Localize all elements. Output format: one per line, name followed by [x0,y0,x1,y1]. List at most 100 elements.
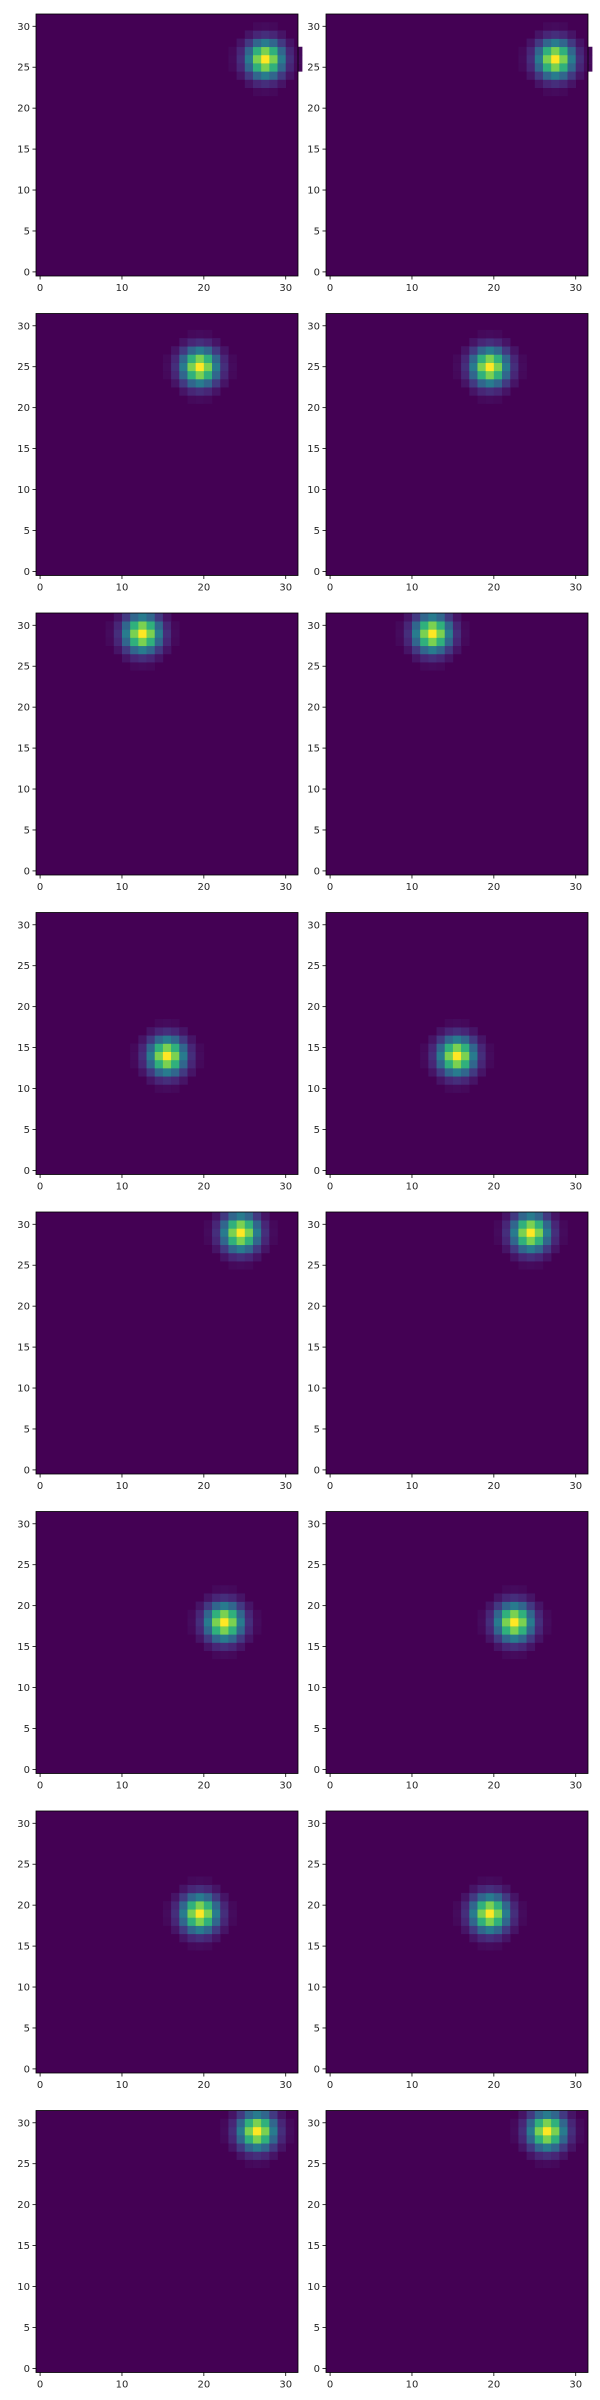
heatmap-cell [195,379,205,388]
heatmap-cell [461,346,470,355]
heatmap-cell [485,1043,495,1052]
heatmap-cell [461,1917,470,1926]
heatmap-cell [212,1220,221,1229]
heatmap-cell [477,346,486,355]
heatmap-cell [236,63,246,72]
heatmap-cell [534,1261,544,1270]
heatmap-cell [138,1035,147,1044]
heatmap-cell [277,30,287,39]
heatmap-cell [469,379,478,388]
heatmap-cell [236,1634,246,1643]
y-tick-label: 15 [307,444,320,455]
heatmap-cell [105,637,115,647]
axes-frame [35,612,299,876]
heatmap-cell [477,1892,486,1902]
heatmap-cell [485,1933,495,1943]
heatmap-cell [195,1909,205,1918]
heatmap-cell [261,2110,270,2119]
heatmap-cell [493,1933,503,1943]
heatmap-cell [261,38,270,48]
heatmap-cell [171,1051,180,1061]
heatmap-cell [428,1051,437,1061]
heatmap-cell [518,362,527,372]
heatmap-cell [244,54,254,64]
heatmap-cell [493,1634,503,1643]
heatmap-cell [261,54,270,64]
heatmap-cell [502,346,511,355]
heatmap-cell [420,637,429,647]
x-tick-label: 30 [569,1182,582,1193]
heatmap-cell [469,370,478,380]
heatmap-cell [493,1909,503,1918]
heatmap-cell [195,1617,205,1627]
y-tick-label: 15 [307,1642,320,1653]
y-tick-label: 20 [17,703,30,714]
y-tick-label: 25 [17,1560,30,1571]
heatmap-cell [534,2159,544,2169]
heatmap-cell [518,1228,527,1237]
heatmap-cell [171,1917,180,1926]
heatmap-cell [542,1609,552,1619]
heatmap-cell [252,1252,262,1262]
heatmap-cell [526,1228,536,1237]
heatmap-cell [203,1642,213,1651]
x-tick-label: 10 [116,1781,129,1792]
heatmap-cell [575,2118,585,2128]
y-tick-label: 30 [17,920,30,931]
heatmap-cell [252,1617,262,1627]
heatmap-cell [203,379,213,388]
heatmap-cell [261,22,270,31]
heatmap-cell [485,329,495,339]
heatmap-cell [187,329,196,339]
axes-frame [325,1810,589,2074]
x-tick-label: 0 [37,1182,43,1193]
heatmap-cell [220,379,229,388]
heatmap-cell [269,71,278,80]
heatmap-cell [510,1609,519,1619]
heatmap-cell [436,1059,446,1069]
heatmap-cell [252,1236,262,1246]
heatmap-cell [502,1650,511,1660]
heatmap-cell [510,1642,519,1651]
y-tick-label: 30 [17,1819,30,1830]
heatmap-cell [551,1220,560,1229]
heatmap-cell [252,22,262,31]
heatmap-cell [195,1884,205,1894]
heatmap-cell [187,1892,196,1902]
heatmap-cell [277,46,287,56]
heatmap-cell [510,2118,519,2128]
axes-frame [325,912,589,1175]
heatmap-cell [195,370,205,380]
heatmap-cell [146,1027,156,1036]
heatmap-cell [542,1236,552,1246]
heatmap-cell [195,338,205,347]
heatmap-cell [203,1884,213,1894]
heatmap-cell [526,1244,536,1254]
heatmap-cell [477,1901,486,1910]
heatmap-cell [195,329,205,339]
heatmap-cell [510,1212,519,1221]
heatmap-cell [228,1244,237,1254]
y-tick-label: 30 [17,2118,30,2129]
heatmap-cell [518,1252,527,1262]
heatmap-cell [420,653,429,663]
heatmap-cell [138,1059,147,1069]
heatmap-cell [138,621,147,630]
heatmap-cell [477,387,486,396]
y-tick-label: 0 [24,1465,30,1476]
heatmap-cell [179,1884,188,1894]
axes-frame [35,13,299,277]
y-tick-label: 5 [314,825,320,836]
heatmap-cell [485,1609,495,1619]
heatmap-cell [162,1027,172,1036]
heatmap-cell [228,2126,237,2136]
heatmap-cell [220,1220,229,1229]
heatmap-cell [436,1051,446,1061]
heatmap-cell [542,1244,552,1254]
heatmap-cell [162,621,172,630]
heatmap-cell [411,645,421,655]
heatmap-cell [285,2126,295,2136]
heatmap-cell [220,362,229,372]
axes-frame [35,1511,299,1774]
y-tick-label: 20 [307,2200,320,2211]
